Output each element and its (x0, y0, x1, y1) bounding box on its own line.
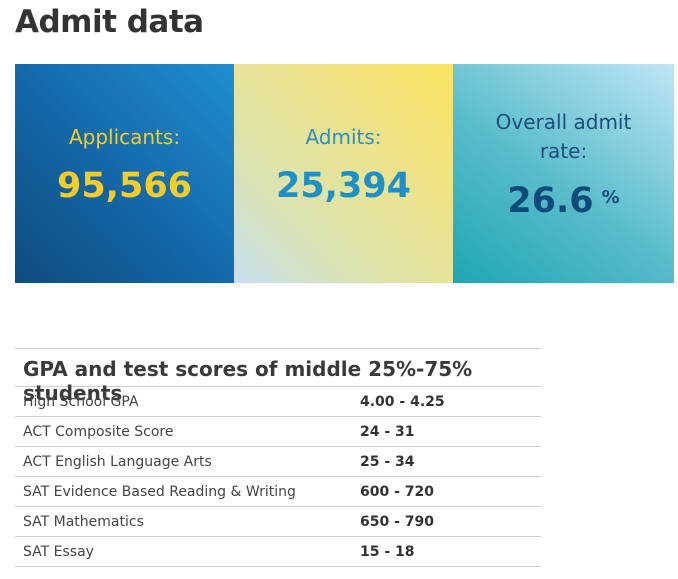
admit-rate-unit: % (601, 187, 620, 208)
row-value: 15 - 18 (360, 543, 415, 560)
row-label: ACT Composite Score (23, 423, 174, 440)
row-label: SAT Evidence Based Reading & Writing (23, 483, 296, 500)
applicants-value: 95,566 (56, 166, 193, 206)
admits-label: Admits: (305, 125, 382, 149)
applicants-tile: Applicants: 95,566 (15, 64, 234, 283)
admit-stats: Applicants: 95,566 Admits: 25,394 Overal… (15, 64, 674, 283)
table-row: SAT Mathematics 650 - 790 (15, 507, 541, 537)
admits-tile: Admits: 25,394 (234, 64, 453, 283)
table-row: ACT Composite Score 24 - 31 (15, 417, 541, 447)
row-value: 25 - 34 (360, 453, 415, 470)
row-value: 4.00 - 4.25 (360, 393, 445, 410)
scores-table: GPA and test scores of middle 25%-75% st… (15, 348, 541, 567)
row-value: 650 - 790 (360, 513, 435, 530)
table-row: High School GPA 4.00 - 4.25 (15, 387, 541, 417)
applicants-label: Applicants: (68, 125, 181, 149)
row-label: SAT Mathematics (23, 513, 144, 530)
admit-rate-value-wrap: 26.6% (453, 181, 674, 221)
page-title: Admit data (15, 4, 204, 40)
row-label: ACT English Language Arts (23, 453, 212, 470)
table-row: SAT Essay 15 - 18 (15, 537, 541, 567)
row-label: High School GPA (23, 393, 139, 410)
row-value: 24 - 31 (360, 423, 415, 440)
row-label: SAT Essay (23, 543, 94, 560)
scores-title: GPA and test scores of middle 25%-75% st… (15, 349, 541, 405)
table-row: ACT English Language Arts 25 - 34 (15, 447, 541, 477)
admits-value: 25,394 (275, 166, 412, 206)
admit-rate-label: Overall admit rate: (495, 110, 632, 163)
table-row: SAT Evidence Based Reading & Writing 600… (15, 477, 541, 507)
admit-rate-tile: Overall admit rate: 26.6% (453, 64, 674, 283)
admit-rate-value: 26.6 (507, 181, 594, 221)
row-value: 600 - 720 (360, 483, 435, 500)
